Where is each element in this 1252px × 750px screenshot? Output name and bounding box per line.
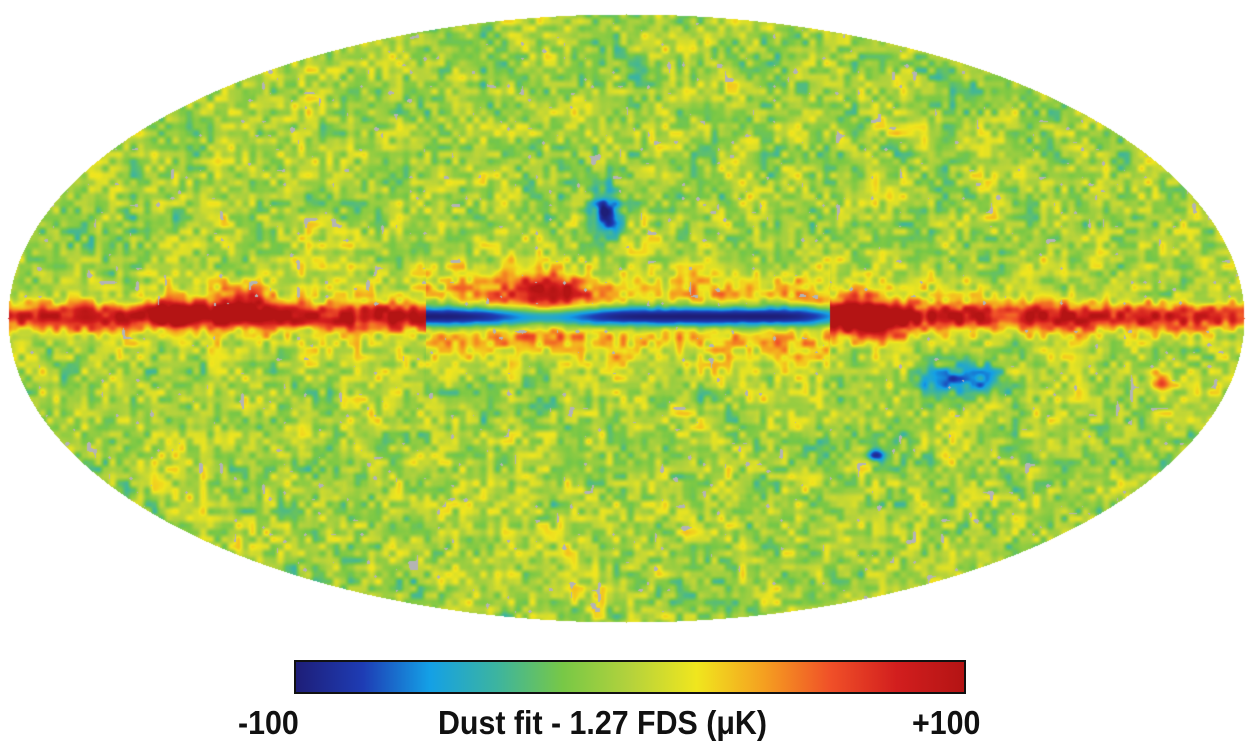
colorbar bbox=[294, 660, 966, 694]
all-sky-map bbox=[0, 0, 1252, 640]
colorbar-title: Dust fit - 1.27 FDS (μK) bbox=[438, 704, 767, 741]
colorbar-max-label: +100 bbox=[912, 704, 981, 741]
colorbar-min-label: -100 bbox=[238, 704, 299, 741]
